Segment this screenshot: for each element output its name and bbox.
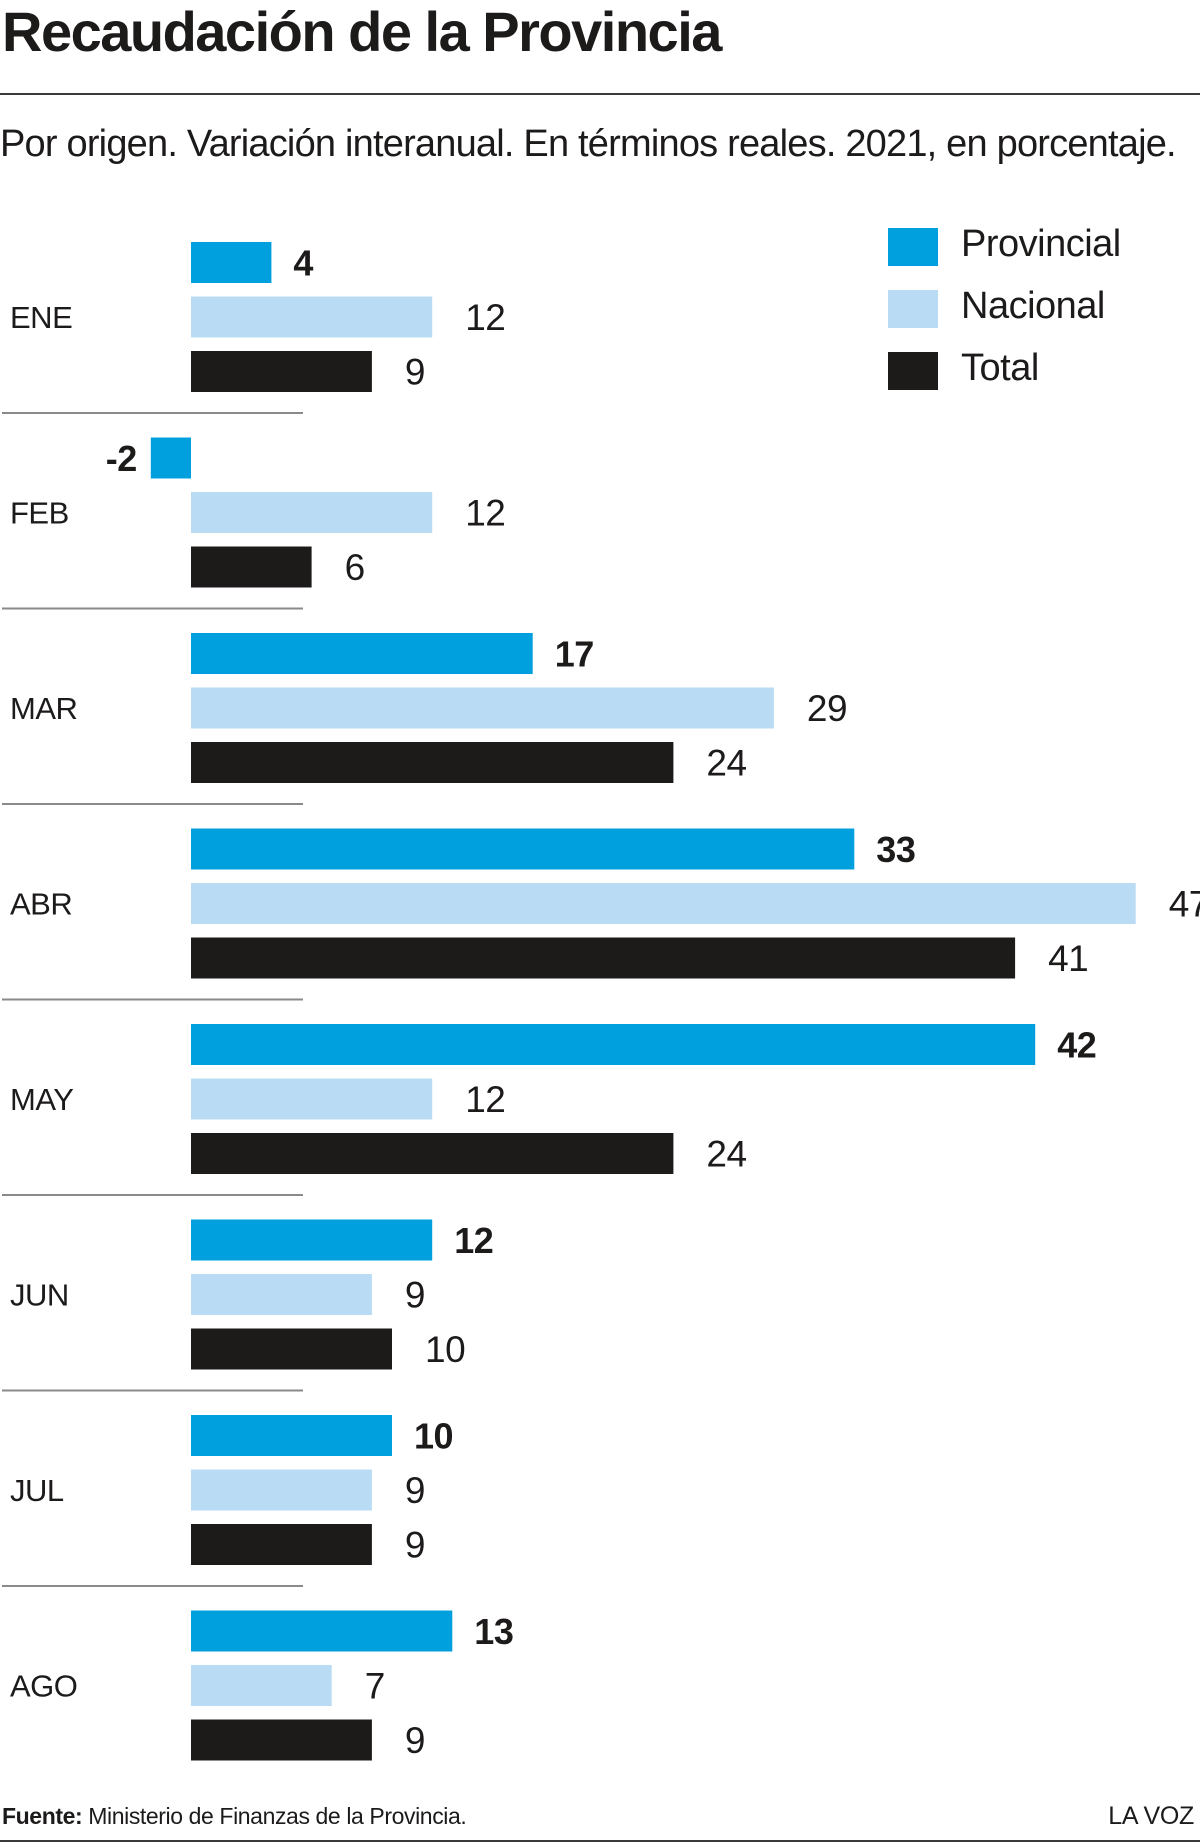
data-label-provincial-may: 42 <box>1057 1025 1096 1066</box>
category-label-ago: AGO <box>10 1669 77 1704</box>
bar-nacional-abr <box>191 883 1136 924</box>
legend-label-total: Total <box>961 347 1039 389</box>
legend-label-provincial: Provincial <box>961 223 1121 265</box>
data-label-nacional-jul: 9 <box>405 1470 425 1511</box>
data-label-nacional-abr: 47 <box>1169 884 1200 925</box>
bar-provincial-feb <box>150 437 191 479</box>
data-label-total-mar: 24 <box>706 743 746 784</box>
category-label-ene: ENE <box>10 300 72 335</box>
data-label-total-ago: 9 <box>405 1720 425 1761</box>
data-label-nacional-feb: 12 <box>465 493 505 534</box>
bar-total-jul <box>191 1524 372 1565</box>
bar-provincial-ene <box>191 242 272 283</box>
bar-nacional-ene <box>191 296 433 338</box>
data-label-nacional-ene: 12 <box>465 297 505 338</box>
data-label-nacional-jun: 9 <box>405 1275 425 1316</box>
bar-nacional-ago <box>191 1665 332 1706</box>
source-note: Fuente: Ministerio de Finanzas de la Prov… <box>2 1801 467 1831</box>
chart-subtitle: Por origen. Variación interanual. En tér… <box>0 123 1177 165</box>
legend-swatch-nacional <box>888 290 938 328</box>
bar-nacional-jul <box>191 1469 372 1511</box>
data-label-total-jun: 10 <box>425 1329 465 1370</box>
bar-provincial-may <box>191 1024 1036 1065</box>
bar-provincial-jul <box>191 1415 392 1456</box>
data-label-nacional-mar: 29 <box>807 688 847 729</box>
bar-nacional-feb <box>191 492 433 533</box>
data-label-provincial-ene: 4 <box>293 243 313 284</box>
bar-total-feb <box>191 546 312 588</box>
category-label-abr: ABR <box>10 887 72 922</box>
data-label-provincial-mar: 17 <box>555 634 594 675</box>
chart-title: Recaudación de la Provincia <box>2 0 722 63</box>
source-label: Fuente: <box>2 1803 83 1829</box>
category-label-jul: JUL <box>10 1473 64 1508</box>
source-text: Ministerio de Finanzas de la Provincia. <box>88 1803 467 1829</box>
data-label-provincial-jul: 10 <box>414 1416 453 1457</box>
bar-nacional-mar <box>191 687 774 729</box>
legend-label-nacional: Nacional <box>961 285 1105 327</box>
brand-logo: LA VOZ <box>1108 1802 1194 1830</box>
category-label-mar: MAR <box>10 691 77 726</box>
bar-total-ago <box>191 1719 372 1761</box>
data-label-total-jul: 9 <box>405 1525 425 1566</box>
legend-swatch-provincial <box>888 228 938 266</box>
title-rule <box>0 93 1200 95</box>
bar-total-ene <box>191 351 372 392</box>
bar-provincial-abr <box>191 828 855 870</box>
data-label-total-feb: 6 <box>345 547 365 588</box>
bar-chart: ENE 4 12 9 FEB -2 12 6 MAR 17 29 24 ABR 33 47 41 MAY 42 12… <box>2 242 1200 1761</box>
data-label-provincial-jun: 12 <box>454 1220 493 1261</box>
data-label-nacional-may: 12 <box>465 1079 505 1120</box>
data-label-total-ene: 9 <box>405 352 425 393</box>
bar-provincial-mar <box>191 633 533 674</box>
data-label-total-abr: 41 <box>1048 938 1088 979</box>
category-label-jun: JUN <box>10 1278 69 1313</box>
bar-total-jun <box>191 1328 392 1370</box>
bar-provincial-ago <box>191 1610 453 1652</box>
bar-total-abr <box>191 937 1016 979</box>
data-label-total-may: 24 <box>706 1134 746 1175</box>
bar-nacional-jun <box>191 1274 372 1315</box>
bar-nacional-may <box>191 1078 433 1120</box>
category-label-feb: FEB <box>10 496 69 531</box>
data-label-provincial-feb: -2 <box>106 438 137 479</box>
bar-provincial-jun <box>191 1219 433 1261</box>
data-label-provincial-abr: 33 <box>876 829 915 870</box>
data-label-provincial-ago: 13 <box>474 1611 513 1652</box>
bar-total-may <box>191 1133 674 1174</box>
legend-swatch-total <box>888 352 938 390</box>
bar-total-mar <box>191 742 674 783</box>
category-label-may: MAY <box>10 1082 73 1117</box>
data-label-nacional-ago: 7 <box>365 1666 385 1707</box>
footer-rule <box>0 1840 1200 1842</box>
